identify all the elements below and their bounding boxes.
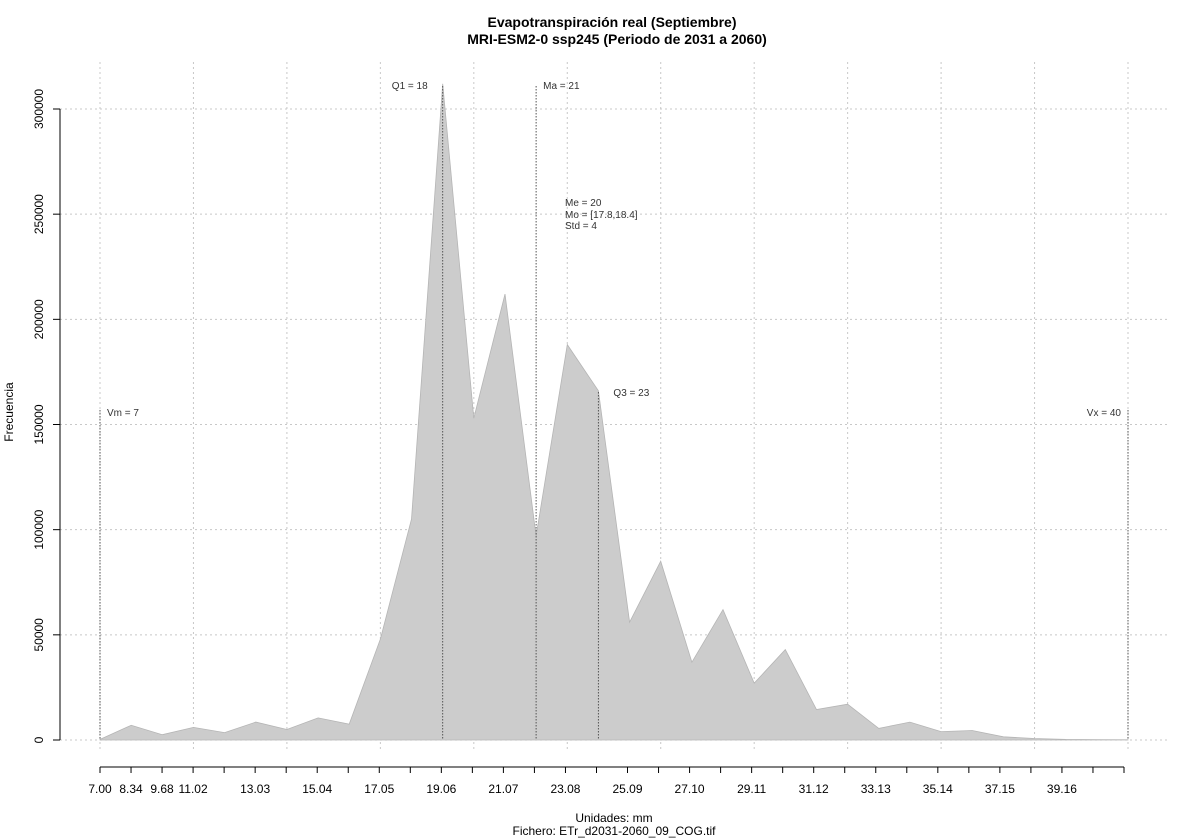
data-area [99,83,1129,741]
x-tick-label: 19.06 [426,782,456,796]
std-label: Std = 4 [565,221,597,232]
y-axis-label: Frecuencia [2,382,16,442]
density-area [99,83,1129,741]
chart-title: Evapotranspiración real (Septiembre) [488,14,737,30]
x-tick-label: 33.13 [861,782,891,796]
vm-label: Vm = 7 [107,408,139,419]
x-tick-label: 35.14 [923,782,953,796]
x-tick-label: 21.07 [488,782,518,796]
x-axis-label: Unidades: mm [575,811,652,825]
file-caption: Fichero: ETr_d2031-2060_09_COG.tif [513,824,717,838]
x-tick-label: 29.11 [737,782,766,796]
me-label: Me = 20 [565,198,602,209]
mo-label: Mo = [17.8,18.4] [565,210,638,221]
x-axis: 7.00 8.34 9.68 11.02 13.03 15.04 17.05 19.06 21.… [88,766,1125,796]
y-tick-label: 100000 [32,509,46,549]
x-tick-label: 39.16 [1047,782,1077,796]
x-tick-label: 11.02 [179,782,208,796]
x-tick-label: 15.04 [302,782,332,796]
x-tick-label: 9.68 [150,782,174,796]
x-tick-label: 25.09 [612,782,642,796]
y-tick-label: 50000 [32,618,46,652]
x-tick-label: 7.00 [88,782,112,796]
y-axis: 0 50000 100000 150000 200000 250000 300000 [32,89,61,743]
x-tick-label: 23.08 [550,782,580,796]
q1-label: Q1 = 18 [392,81,428,92]
x-tick-label: 31.12 [799,782,829,796]
ma-label: Ma = 21 [543,81,580,92]
y-tick-label: 200000 [32,299,46,339]
y-tick-label: 250000 [32,194,46,234]
chart-subtitle: MRI-ESM2-0 ssp245 (Periodo de 2031 a 206… [467,31,767,47]
x-tick-label: 27.10 [675,782,705,796]
x-tick-label: 13.03 [240,782,270,796]
vx-label: Vx = 40 [1087,408,1122,419]
x-tick-label: 8.34 [119,782,143,796]
y-tick-label: 0 [32,736,46,743]
x-tick-label: 17.05 [364,782,394,796]
q3-label: Q3 = 23 [613,388,649,399]
y-tick-label: 150000 [32,404,46,444]
markers: Vm = 7 Q1 = 18 Ma = 21 Q3 = 23 Vx = 40 Me = 2… [99,81,1129,740]
y-tick-label: 300000 [32,89,46,129]
x-tick-label: 37.15 [985,782,1015,796]
